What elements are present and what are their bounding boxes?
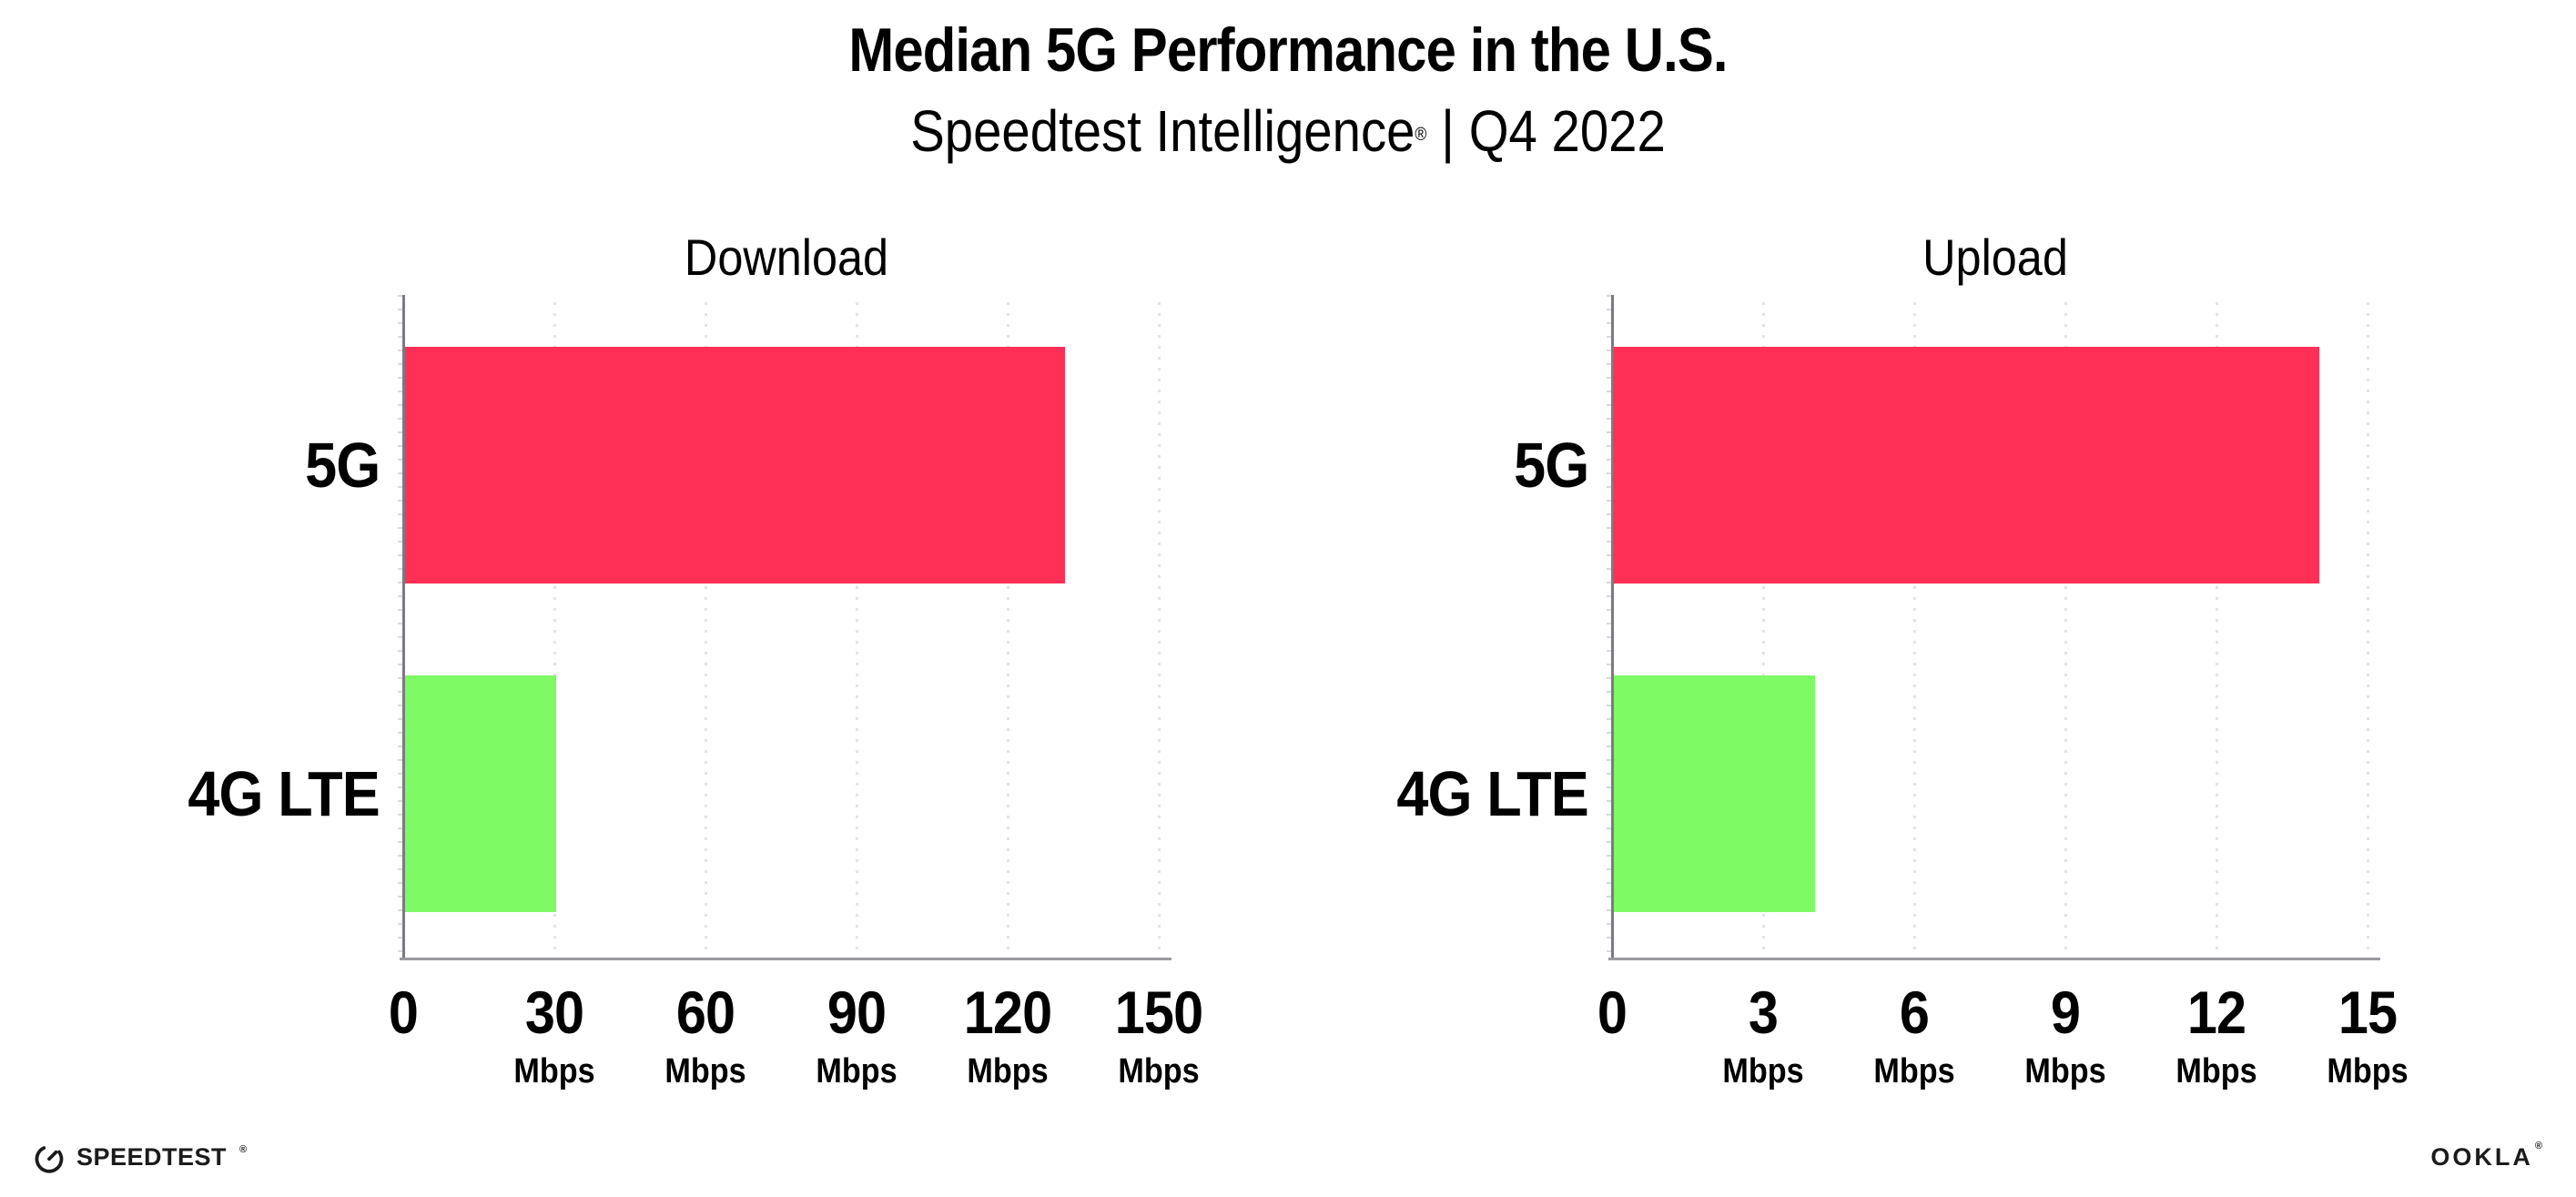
x-tick-value: 90: [827, 979, 887, 1046]
ookla-wordmark: OOKLA: [2430, 1142, 2533, 1171]
download-plot-area: 0 30 Mbps 60 Mbps 90 Mbps 120 Mbps 150 Mbps 5G 4G LT…: [188, 295, 1203, 1090]
download-chart-title: Download: [684, 228, 889, 286]
x-tick-label: 9 Mbps: [1992, 980, 2139, 1091]
x-tick-label: 12 Mbps: [2143, 980, 2290, 1091]
x-tick-label: 15 Mbps: [2294, 980, 2441, 1091]
page-subtitle: Speedtest Intelligence® | Q4 2022: [155, 96, 2421, 166]
speedometer-gauge-icon: [35, 1146, 64, 1173]
header: Median 5G Performance in the U.S. Speedt…: [0, 13, 2576, 166]
x-tick-unit: Mbps: [1873, 1052, 1955, 1090]
x-tick-label: 3 Mbps: [1689, 980, 1837, 1091]
bar-5g: [1614, 346, 2319, 583]
x-tick-value: 6: [1899, 979, 1930, 1046]
x-tick-unit: Mbps: [664, 1052, 746, 1090]
ookla-logo: OOKLA ®: [2430, 1140, 2545, 1172]
gridline: [1913, 302, 1916, 959]
x-tick-value: 120: [963, 979, 1052, 1046]
ookla-registered-mark: ®: [2534, 1140, 2545, 1151]
x-tick-label: 90 Mbps: [783, 980, 930, 1091]
page-title: Median 5G Performance in the U.S.: [848, 15, 1728, 85]
x-tick-label: 0: [1538, 980, 1686, 1044]
speedtest-wordmark: SPEEDTEST: [76, 1142, 228, 1171]
category-label-5g: 5G: [304, 429, 380, 501]
subtitle-brand: Speedtest Intelligence: [910, 98, 1415, 164]
x-tick-label: 60 Mbps: [632, 980, 779, 1091]
x-tick-value: 150: [1114, 979, 1203, 1046]
bar-4g-lte: [1614, 675, 1816, 913]
gridline: [705, 302, 707, 959]
gridline: [856, 302, 858, 959]
speedtest-registered-mark: ®: [239, 1144, 248, 1155]
x-tick-value: 0: [388, 979, 419, 1046]
x-tick-unit: Mbps: [2024, 1052, 2106, 1090]
x-tick-label: 120 Mbps: [934, 980, 1081, 1091]
x-tick-value: 9: [2050, 979, 2081, 1046]
x-tick-unit: Mbps: [513, 1052, 595, 1090]
gridline: [2367, 302, 2369, 959]
bar-5g: [405, 346, 1065, 583]
x-tick-value: 3: [1748, 979, 1779, 1046]
y-axis-minor-ticks: [1607, 295, 1611, 959]
x-tick-label: 150 Mbps: [1085, 980, 1232, 1091]
x-tick-value: 60: [675, 979, 735, 1046]
x-tick-unit: Mbps: [1722, 1052, 1804, 1090]
gridline: [1158, 302, 1161, 959]
speedtest-logo: SPEEDTEST ®: [33, 1141, 247, 1173]
x-tick-unit: Mbps: [1118, 1052, 1200, 1090]
category-label-4g-lte: 4G LTE: [1396, 758, 1589, 830]
x-axis-line: [1608, 958, 2380, 960]
y-axis-line: [1611, 295, 1614, 959]
x-tick-value: 30: [524, 979, 584, 1046]
upload-chart-panel: Upload 0 3 Mbps 6 Mbps 9 Mbps 12 Mbps 15 Mbps 5G 4G …: [1397, 228, 2409, 1090]
x-tick-label: 0: [330, 980, 477, 1044]
y-axis-line: [402, 295, 405, 959]
gridline: [553, 302, 556, 959]
category-label-4g-lte: 4G LTE: [188, 758, 380, 830]
gridline: [2064, 302, 2067, 959]
upload-plot-area: 0 3 Mbps 6 Mbps 9 Mbps 12 Mbps 15 Mbps 5G 4G LTE: [1397, 295, 2409, 1090]
gridline: [1007, 302, 1009, 959]
x-tick-value: 12: [2186, 979, 2246, 1046]
gridline: [2216, 302, 2218, 959]
bar-4g-lte: [405, 675, 556, 913]
subtitle-separator: |: [1441, 98, 1455, 164]
x-tick-value: 0: [1597, 979, 1628, 1046]
x-tick-unit: Mbps: [2175, 1052, 2257, 1090]
x-tick-unit: Mbps: [2327, 1052, 2409, 1090]
x-tick-unit: Mbps: [967, 1052, 1049, 1090]
upload-chart-title: Upload: [1922, 228, 2068, 286]
registered-mark: ®: [1415, 125, 1427, 145]
x-tick-label: 30 Mbps: [481, 980, 628, 1091]
subtitle-period: Q4 2022: [1468, 98, 1666, 164]
gridline: [1762, 302, 1765, 959]
x-tick-label: 6 Mbps: [1841, 980, 1988, 1091]
category-label-5g: 5G: [1513, 429, 1589, 501]
x-tick-value: 15: [2338, 979, 2398, 1046]
footer: SPEEDTEST ® OOKLA ®: [33, 1131, 2545, 1183]
download-chart-panel: Download 0 30 Mbps 60 Mbps 90 Mbps 120 Mbps 150 Mb…: [188, 228, 1204, 1090]
x-tick-unit: Mbps: [816, 1052, 898, 1090]
y-axis-minor-ticks: [398, 295, 402, 959]
x-axis-line: [400, 958, 1171, 960]
